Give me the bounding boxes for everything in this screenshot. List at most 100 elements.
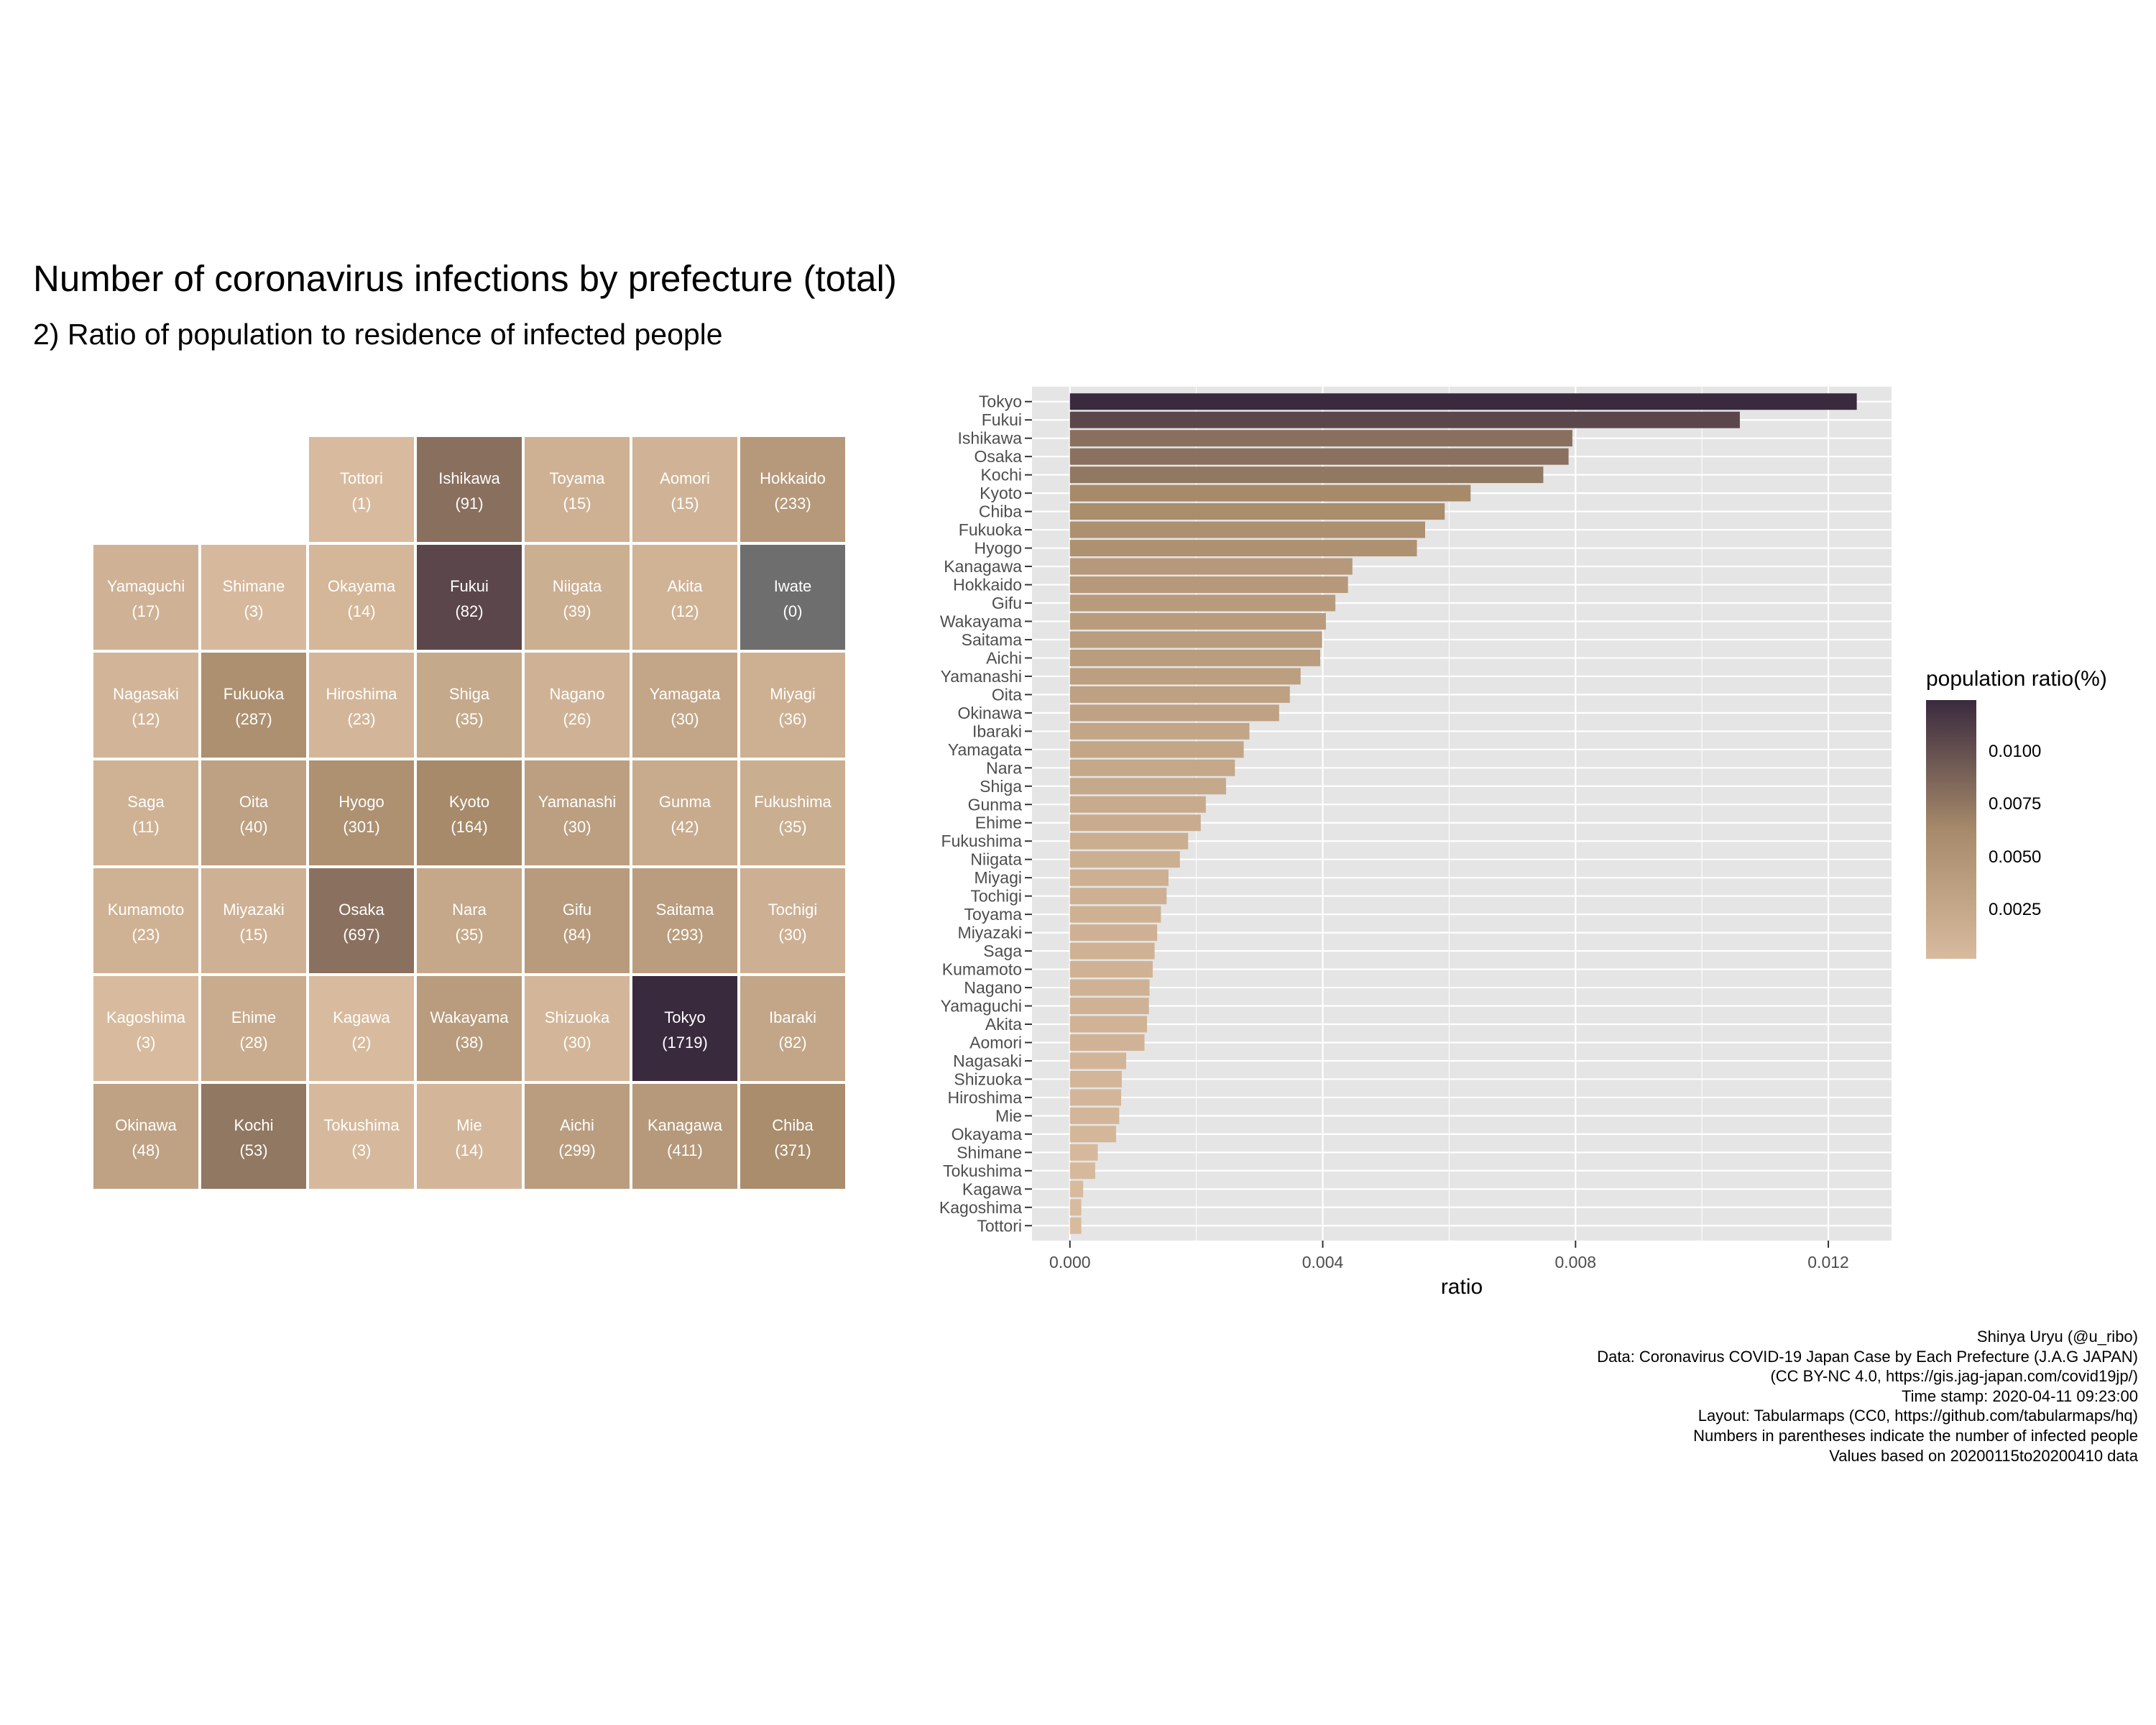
chart-title: Number of coronavirus infections by pref…	[33, 258, 897, 299]
tile-count: (15)	[563, 494, 591, 512]
tile-name: Nagano	[549, 685, 605, 703]
tile-iwate: Iwate (0)	[740, 545, 845, 650]
tile-count: (36)	[778, 710, 807, 728]
tile-count: (12)	[132, 710, 160, 728]
bar-ehime	[1069, 814, 1201, 832]
tile-name: Wakayama	[430, 1008, 509, 1026]
tile-count: (82)	[778, 1034, 807, 1052]
tile-count: (35)	[455, 926, 484, 944]
tile-name: Fukuoka	[223, 685, 285, 703]
tile-hyogo: Hyogo (301)	[309, 760, 414, 865]
bar-chiba	[1069, 503, 1445, 520]
y-tick-label: Okinawa	[958, 704, 1023, 722]
tile-shiga: Shiga (35)	[417, 653, 522, 758]
y-tick-label: Hokkaido	[953, 576, 1022, 594]
y-tick-label: Shizuoka	[954, 1070, 1022, 1088]
tile-name: Chiba	[772, 1116, 814, 1134]
tile-count: (0)	[783, 602, 803, 620]
tile-name: Aichi	[560, 1116, 594, 1134]
tile-name: Kumamoto	[107, 901, 185, 919]
tile-count: (371)	[774, 1141, 811, 1159]
tile-count: (30)	[563, 818, 591, 836]
y-tick-label: Nagasaki	[953, 1052, 1022, 1070]
legend-tick-label: 0.0100	[1989, 741, 2042, 761]
tile-ibaraki: Ibaraki (82)	[740, 976, 845, 1081]
x-tick-label: 0.012	[1807, 1253, 1849, 1271]
y-tick-label: Aomori	[969, 1033, 1022, 1052]
bar-kagoshima	[1069, 1199, 1082, 1216]
tile-count: (233)	[774, 494, 811, 512]
y-tick-label: Yamagata	[948, 740, 1022, 759]
y-tick-label: Shimane	[957, 1143, 1022, 1162]
tile-name: Nagasaki	[113, 685, 179, 703]
x-tick-label: 0.008	[1555, 1253, 1597, 1271]
tile-aichi: Aichi (299)	[525, 1084, 630, 1189]
caption-line: Data: Coronavirus COVID-19 Japan Case by…	[1597, 1347, 2138, 1366]
tile-name: Gifu	[562, 901, 592, 919]
tile-name: Hyogo	[338, 793, 384, 811]
y-tick-label: Okayama	[952, 1125, 1023, 1144]
bar-aomori	[1069, 1034, 1145, 1051]
tile-shimane: Shimane (3)	[201, 545, 306, 650]
y-tick-label: Miyazaki	[958, 924, 1022, 942]
y-tick-label: Gifu	[992, 594, 1022, 612]
tile-name: Ehime	[231, 1008, 277, 1026]
tile-name: Niigata	[552, 577, 602, 595]
tile-name: Tokyo	[664, 1008, 706, 1026]
bar-hiroshima	[1069, 1089, 1121, 1106]
tile-name: Kagawa	[333, 1008, 390, 1026]
tile-shizuoka: Shizuoka (30)	[525, 976, 630, 1081]
tile-count: (15)	[671, 494, 699, 512]
tile-yamagata: Yamagata (30)	[632, 653, 737, 758]
x-axis-label: ratio	[1441, 1275, 1483, 1299]
tile-count: (1)	[351, 494, 372, 512]
tile-hiroshima: Hiroshima (23)	[309, 653, 414, 758]
tile-mie: Mie (14)	[417, 1084, 522, 1189]
bar-gunma	[1069, 796, 1206, 813]
tile-count: (38)	[455, 1034, 484, 1052]
tile-name: Tottori	[340, 469, 383, 487]
tile-niigata: Niigata (39)	[525, 545, 630, 650]
tile-name: Gunma	[658, 793, 711, 811]
tile-count: (2)	[351, 1034, 372, 1052]
tile-gunma: Gunma (42)	[632, 760, 737, 865]
tile-kagoshima: Kagoshima (3)	[93, 976, 198, 1081]
bar-yamanashi	[1069, 668, 1301, 685]
bar-ishikawa	[1069, 430, 1572, 447]
y-tick-label: Niigata	[970, 850, 1022, 869]
y-tick-label: Tokushima	[943, 1162, 1022, 1180]
y-tick-label: Kagawa	[962, 1179, 1022, 1198]
tile-saga: Saga (11)	[93, 760, 198, 865]
y-tick-label: Ishikawa	[958, 429, 1023, 448]
tile-count: (411)	[667, 1141, 703, 1159]
y-tick-label: Miyagi	[975, 868, 1022, 887]
tile-count: (301)	[343, 818, 380, 836]
tile-fukuoka: Fukuoka (287)	[201, 653, 306, 758]
tile-name: Kochi	[234, 1116, 274, 1134]
tile-nagasaki: Nagasaki (12)	[93, 653, 198, 758]
tile-count: (164)	[451, 818, 488, 836]
bar-miyazaki	[1069, 924, 1158, 942]
tile-name: Shimane	[222, 577, 285, 595]
bar-shizuoka	[1069, 1070, 1122, 1087]
tile-miyazaki: Miyazaki (15)	[201, 868, 306, 973]
tile-name: Oita	[239, 793, 269, 811]
chart-subtitle: 2) Ratio of population to residence of i…	[33, 318, 723, 351]
tile-name: Saga	[127, 793, 165, 811]
tile-akita: Akita (12)	[632, 545, 737, 650]
tile-name: Toyama	[549, 469, 605, 487]
bar-tochigi	[1069, 888, 1167, 905]
tile-count: (1719)	[662, 1034, 708, 1052]
bar-fukuoka	[1069, 521, 1425, 538]
y-tick-label: Wakayama	[940, 612, 1022, 630]
bar-akita	[1069, 1016, 1148, 1033]
tile-name: Ishikawa	[438, 469, 500, 487]
bar-yamaguchi	[1069, 998, 1149, 1014]
x-tick-label: 0.000	[1049, 1253, 1091, 1271]
tile-name: Saitama	[655, 901, 714, 919]
tile-name: Yamaguchi	[106, 577, 185, 595]
y-tick-label: Saitama	[962, 630, 1023, 649]
tile-count: (40)	[239, 818, 268, 836]
tile-name: Yamanashi	[538, 793, 617, 811]
tile-count: (17)	[132, 602, 160, 620]
